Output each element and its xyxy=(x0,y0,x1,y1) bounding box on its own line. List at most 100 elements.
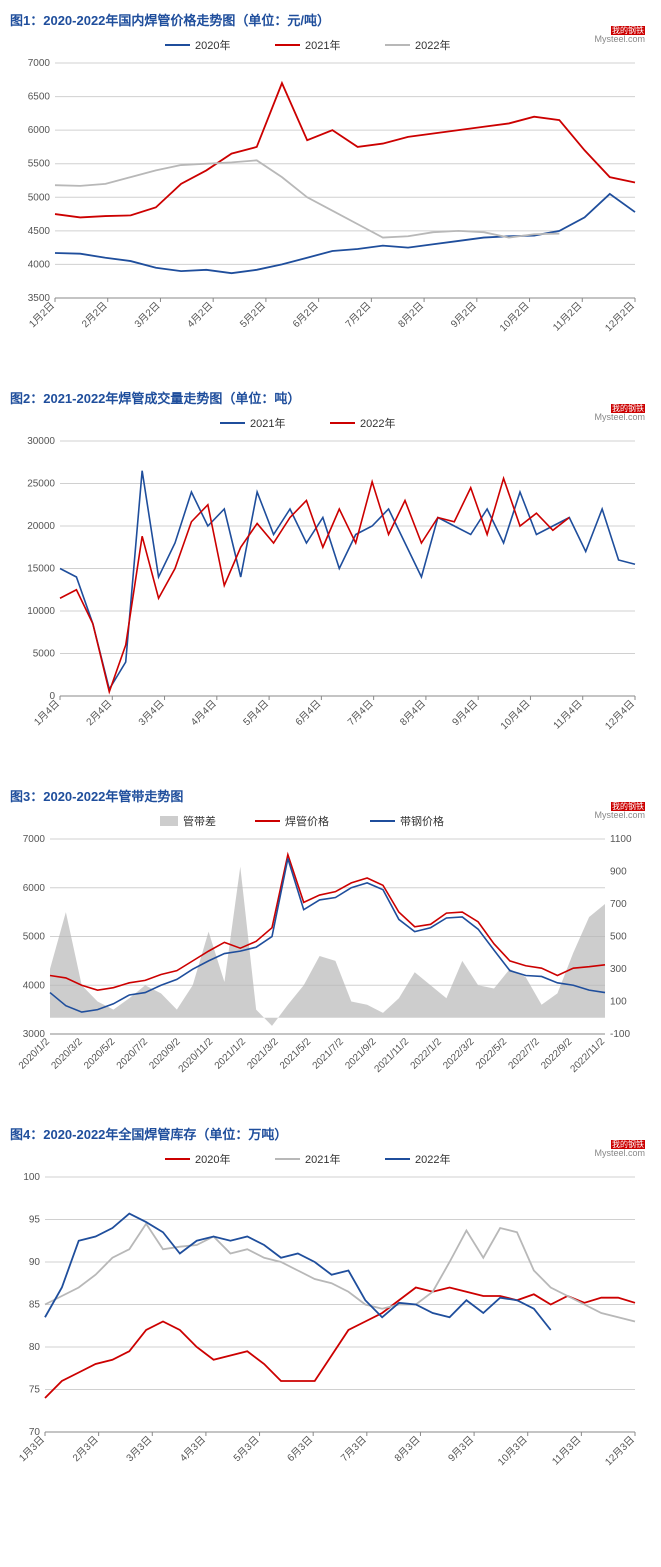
svg-text:4000: 4000 xyxy=(23,980,46,991)
svg-text:2022年: 2022年 xyxy=(360,416,395,430)
svg-text:2020/7/2: 2020/7/2 xyxy=(115,1036,151,1072)
chart4-svg: 7075808590951001月3日2月3日3月3日4月3日5月3日6月3日7… xyxy=(10,1147,650,1487)
svg-text:4500: 4500 xyxy=(28,226,51,237)
svg-text:1月2日: 1月2日 xyxy=(27,300,57,330)
svg-text:95: 95 xyxy=(29,1215,41,1226)
svg-text:10月2日: 10月2日 xyxy=(497,300,531,334)
svg-text:75: 75 xyxy=(29,1385,41,1396)
svg-text:2021年: 2021年 xyxy=(305,38,340,52)
svg-text:11月4日: 11月4日 xyxy=(551,698,585,732)
svg-text:10月3日: 10月3日 xyxy=(495,1434,529,1468)
svg-text:6月4日: 6月4日 xyxy=(293,698,323,728)
svg-text:7000: 7000 xyxy=(28,58,51,69)
svg-text:2021/7/2: 2021/7/2 xyxy=(311,1036,347,1072)
svg-text:3月4日: 3月4日 xyxy=(136,698,166,728)
svg-text:4月3日: 4月3日 xyxy=(178,1434,208,1464)
svg-text:2021/3/2: 2021/3/2 xyxy=(245,1036,281,1072)
chart1-block: 图1：2020-2022年国内焊管价格走势图（单位：元/吨） 我的钢铁 Myst… xyxy=(10,10,651,353)
svg-text:4月2日: 4月2日 xyxy=(185,300,215,330)
watermark: 我的钢铁 Mysteel.com xyxy=(594,26,645,44)
svg-text:2022/11/2: 2022/11/2 xyxy=(568,1036,607,1075)
svg-text:2021/5/2: 2021/5/2 xyxy=(278,1036,314,1072)
svg-text:11月2日: 11月2日 xyxy=(550,300,584,334)
svg-text:11月3日: 11月3日 xyxy=(550,1434,584,1468)
svg-text:2020/5/2: 2020/5/2 xyxy=(82,1036,118,1072)
svg-text:2月3日: 2月3日 xyxy=(70,1434,100,1464)
svg-text:6月3日: 6月3日 xyxy=(285,1434,315,1464)
svg-text:2月2日: 2月2日 xyxy=(79,300,109,330)
svg-text:100: 100 xyxy=(23,1172,40,1183)
svg-text:4000: 4000 xyxy=(28,259,51,270)
svg-text:8月3日: 8月3日 xyxy=(392,1434,422,1464)
svg-text:9月2日: 9月2日 xyxy=(448,300,478,330)
svg-text:20000: 20000 xyxy=(27,521,55,532)
svg-text:2021/11/2: 2021/11/2 xyxy=(373,1036,412,1075)
svg-text:5500: 5500 xyxy=(28,159,51,170)
svg-text:2021/1/2: 2021/1/2 xyxy=(213,1036,249,1072)
svg-text:300: 300 xyxy=(610,964,627,975)
svg-text:10000: 10000 xyxy=(27,606,55,617)
svg-text:2020/3/2: 2020/3/2 xyxy=(49,1036,85,1072)
svg-text:-100: -100 xyxy=(610,1029,630,1040)
chart4-title: 图4：2020-2022年全国焊管库存（单位：万吨） xyxy=(10,1124,651,1143)
svg-text:6000: 6000 xyxy=(23,883,46,894)
svg-text:2020/11/2: 2020/11/2 xyxy=(177,1036,216,1075)
svg-text:6000: 6000 xyxy=(28,125,51,136)
svg-text:2020年: 2020年 xyxy=(195,1152,230,1166)
svg-text:30000: 30000 xyxy=(27,436,55,447)
svg-text:6500: 6500 xyxy=(28,92,51,103)
svg-text:12月4日: 12月4日 xyxy=(603,698,637,732)
svg-text:6月2日: 6月2日 xyxy=(290,300,320,330)
chart3-title: 图3：2020-2022年管带走势图 xyxy=(10,786,651,805)
svg-text:2022/7/2: 2022/7/2 xyxy=(507,1036,543,1072)
svg-text:8月2日: 8月2日 xyxy=(396,300,426,330)
svg-text:1月4日: 1月4日 xyxy=(32,698,62,728)
svg-text:5000: 5000 xyxy=(23,932,46,943)
svg-text:5000: 5000 xyxy=(28,192,51,203)
svg-text:2月4日: 2月4日 xyxy=(84,698,114,728)
svg-text:1月3日: 1月3日 xyxy=(17,1434,47,1464)
watermark: 我的钢铁 Mysteel.com xyxy=(594,1140,645,1158)
svg-text:100: 100 xyxy=(610,997,627,1008)
chart2-svg: 0500010000150002000025000300001月4日2月4日3月… xyxy=(10,411,650,751)
svg-text:2020年: 2020年 xyxy=(195,38,230,52)
chart1-svg: 350040004500500055006000650070001月2日2月2日… xyxy=(10,33,650,353)
svg-text:85: 85 xyxy=(29,1300,41,1311)
svg-text:9月3日: 9月3日 xyxy=(446,1434,476,1464)
watermark: 我的钢铁 Mysteel.com xyxy=(594,802,645,820)
svg-text:8月4日: 8月4日 xyxy=(398,698,428,728)
chart4-block: 图4：2020-2022年全国焊管库存（单位：万吨） 我的钢铁 Mysteel.… xyxy=(10,1124,651,1487)
chart2-title: 图2：2021-2022年焊管成交量走势图（单位：吨） xyxy=(10,388,651,407)
watermark: 我的钢铁 Mysteel.com xyxy=(594,404,645,422)
svg-text:80: 80 xyxy=(29,1342,41,1353)
svg-text:5月3日: 5月3日 xyxy=(231,1434,261,1464)
svg-text:4月4日: 4月4日 xyxy=(188,698,218,728)
svg-text:700: 700 xyxy=(610,899,627,910)
svg-text:12月2日: 12月2日 xyxy=(603,300,637,334)
svg-text:900: 900 xyxy=(610,867,627,878)
svg-text:500: 500 xyxy=(610,932,627,943)
svg-text:12月3日: 12月3日 xyxy=(603,1434,637,1468)
svg-text:2021年: 2021年 xyxy=(305,1152,340,1166)
chart1-title: 图1：2020-2022年国内焊管价格走势图（单位：元/吨） xyxy=(10,10,651,29)
svg-text:3月2日: 3月2日 xyxy=(132,300,162,330)
svg-text:2022年: 2022年 xyxy=(415,38,450,52)
chart2-block: 图2：2021-2022年焊管成交量走势图（单位：吨） 我的钢铁 Mysteel… xyxy=(10,388,651,751)
svg-text:2021年: 2021年 xyxy=(250,416,285,430)
svg-text:7月4日: 7月4日 xyxy=(345,698,375,728)
svg-text:2022/3/2: 2022/3/2 xyxy=(441,1036,477,1072)
svg-text:90: 90 xyxy=(29,1257,41,1268)
svg-text:15000: 15000 xyxy=(27,564,55,575)
svg-text:2022/1/2: 2022/1/2 xyxy=(409,1036,445,1072)
svg-text:2020/1/2: 2020/1/2 xyxy=(17,1036,53,1072)
svg-text:5月2日: 5月2日 xyxy=(238,300,268,330)
svg-text:2022年: 2022年 xyxy=(415,1152,450,1166)
chart3-block: 图3：2020-2022年管带走势图 我的钢铁 Mysteel.com 3000… xyxy=(10,786,651,1089)
svg-text:5000: 5000 xyxy=(33,649,56,660)
svg-text:7月2日: 7月2日 xyxy=(343,300,373,330)
svg-text:带钢价格: 带钢价格 xyxy=(400,814,444,828)
svg-text:25000: 25000 xyxy=(27,479,55,490)
svg-text:7000: 7000 xyxy=(23,834,46,845)
svg-text:9月4日: 9月4日 xyxy=(450,698,480,728)
svg-text:1100: 1100 xyxy=(610,834,632,845)
